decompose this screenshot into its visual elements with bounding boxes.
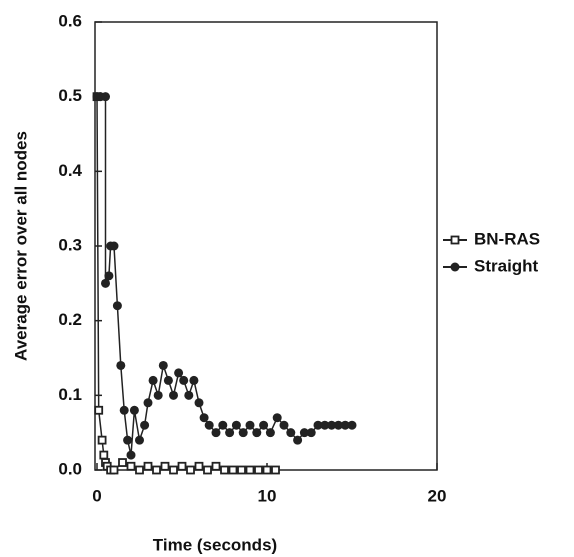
x-axis-label: Time (seconds) bbox=[153, 535, 277, 554]
marker bbox=[119, 405, 129, 415]
marker bbox=[177, 461, 187, 471]
marker bbox=[140, 420, 150, 430]
marker bbox=[184, 390, 194, 400]
x-tick-label: 20 bbox=[428, 486, 447, 505]
marker bbox=[135, 465, 144, 475]
marker bbox=[228, 465, 238, 475]
marker bbox=[99, 450, 109, 460]
y-tick-label: 0.6 bbox=[58, 11, 82, 30]
marker bbox=[163, 375, 173, 385]
marker bbox=[179, 375, 189, 385]
marker bbox=[218, 420, 228, 430]
y-tick-label: 0.4 bbox=[58, 161, 82, 180]
marker bbox=[135, 435, 144, 445]
marker bbox=[123, 435, 133, 445]
marker bbox=[327, 420, 337, 430]
marker bbox=[306, 428, 316, 438]
marker bbox=[101, 278, 110, 288]
marker bbox=[109, 465, 119, 475]
y-tick-label: 0.5 bbox=[58, 86, 82, 105]
y-tick-label: 0.1 bbox=[58, 385, 82, 404]
marker bbox=[252, 428, 262, 438]
marker bbox=[211, 428, 221, 438]
marker bbox=[143, 461, 153, 471]
marker bbox=[126, 450, 136, 460]
marker bbox=[199, 413, 209, 423]
marker bbox=[347, 420, 357, 430]
marker bbox=[116, 360, 126, 370]
marker bbox=[293, 435, 303, 445]
legend-label: BN-RAS bbox=[474, 229, 540, 248]
marker bbox=[286, 428, 296, 438]
marker bbox=[204, 420, 214, 430]
marker bbox=[225, 428, 235, 438]
marker bbox=[158, 360, 168, 370]
marker bbox=[320, 420, 330, 430]
x-tick-label: 10 bbox=[258, 486, 277, 505]
marker bbox=[169, 390, 178, 400]
marker bbox=[237, 465, 246, 475]
marker bbox=[254, 465, 263, 475]
marker bbox=[194, 398, 204, 408]
y-tick-label: 0.3 bbox=[58, 235, 82, 254]
marker bbox=[340, 420, 350, 430]
marker bbox=[104, 271, 114, 281]
marker bbox=[169, 465, 178, 475]
marker bbox=[272, 413, 282, 423]
marker bbox=[152, 465, 161, 475]
marker bbox=[245, 420, 255, 430]
marker bbox=[112, 301, 122, 311]
marker bbox=[245, 465, 255, 475]
marker bbox=[148, 375, 158, 385]
marker bbox=[153, 390, 163, 400]
y-axis-label: Average error over all nodes bbox=[11, 131, 30, 361]
series-line bbox=[97, 95, 352, 456]
marker bbox=[203, 465, 212, 475]
marker bbox=[238, 428, 248, 438]
y-tick-label: 0.2 bbox=[58, 310, 82, 329]
marker bbox=[271, 465, 280, 475]
marker bbox=[265, 428, 275, 438]
marker bbox=[262, 465, 272, 475]
marker bbox=[299, 428, 309, 438]
y-tick-label: 0.0 bbox=[58, 459, 82, 478]
marker bbox=[143, 398, 153, 408]
marker bbox=[313, 420, 323, 430]
legend-marker bbox=[450, 235, 460, 245]
legend-marker bbox=[450, 262, 460, 272]
marker bbox=[231, 420, 241, 430]
marker bbox=[194, 461, 204, 471]
marker bbox=[220, 465, 229, 475]
marker bbox=[186, 465, 195, 475]
legend-label: Straight bbox=[474, 256, 539, 275]
marker bbox=[211, 461, 221, 471]
marker bbox=[118, 458, 127, 467]
marker bbox=[189, 375, 199, 385]
marker bbox=[259, 420, 269, 430]
marker bbox=[333, 420, 343, 430]
marker bbox=[109, 241, 119, 251]
marker bbox=[160, 461, 170, 471]
marker bbox=[94, 405, 104, 415]
marker bbox=[97, 435, 107, 445]
marker bbox=[279, 420, 289, 430]
marker bbox=[101, 92, 110, 102]
x-tick-label: 0 bbox=[92, 486, 101, 505]
marker bbox=[129, 405, 139, 415]
marker bbox=[174, 368, 184, 378]
marker bbox=[126, 461, 136, 471]
